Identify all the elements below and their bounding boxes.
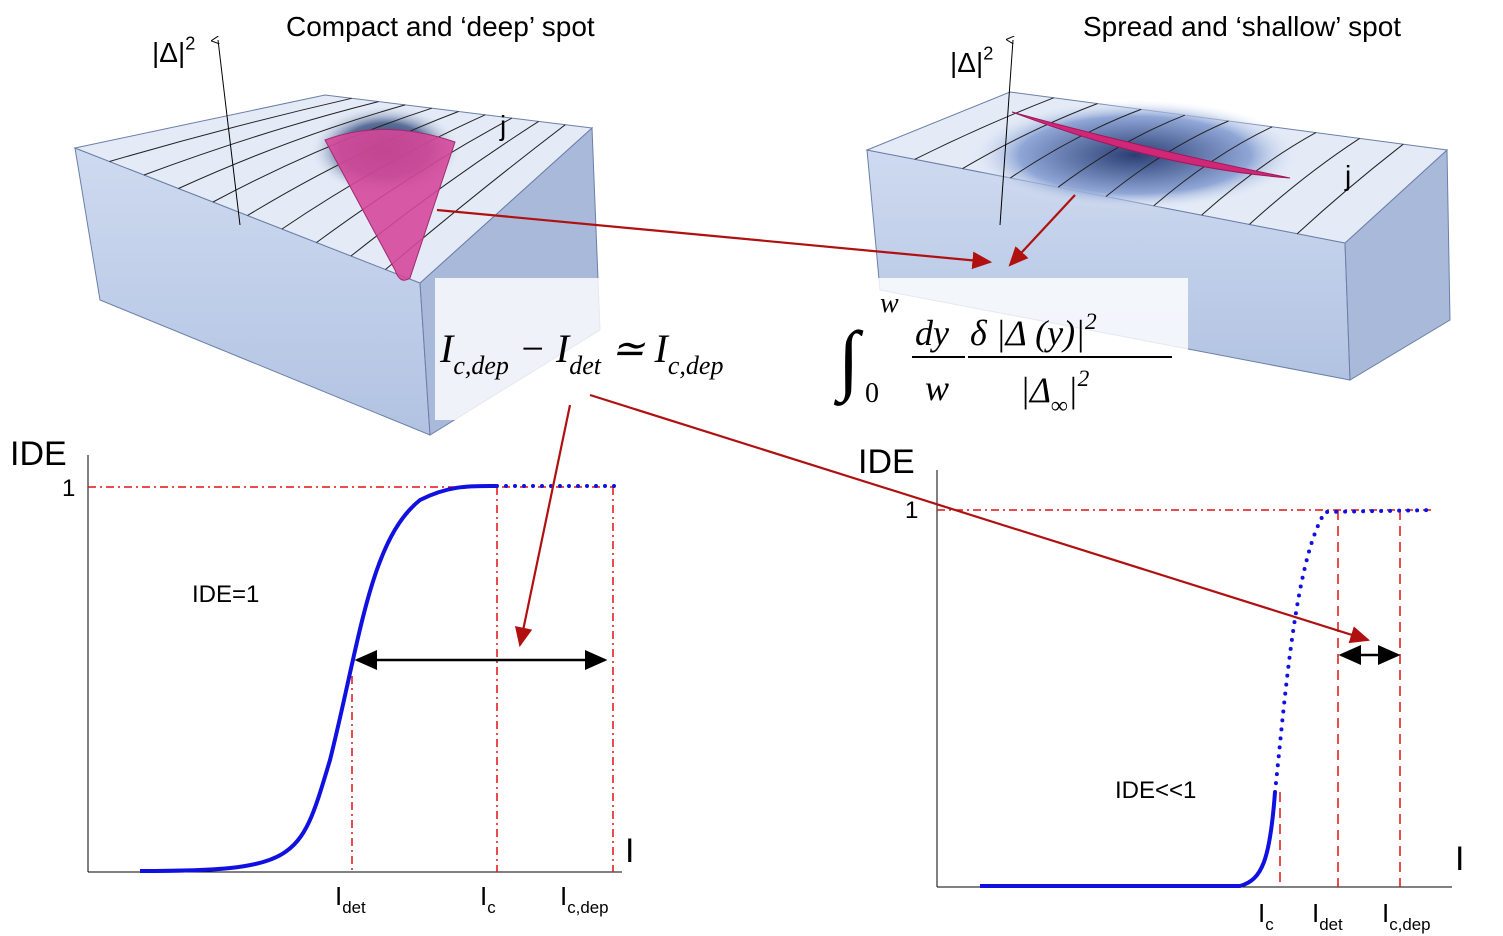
supscript: 2 xyxy=(185,33,195,53)
supscript: 2 xyxy=(1078,366,1090,392)
text-part: |Δ| xyxy=(152,37,185,68)
fraction-numerator: dy xyxy=(915,313,949,353)
subscript: det xyxy=(569,351,602,380)
y-tick-label: 1 xyxy=(62,475,75,502)
text-part: I xyxy=(560,881,567,911)
x-marker-label: Ic xyxy=(480,881,496,917)
pointer-arrow xyxy=(520,405,570,645)
axis-label: |Δ|2 xyxy=(950,43,993,78)
text-part: I xyxy=(335,881,342,911)
text-part: | xyxy=(1068,370,1078,410)
text-part: w xyxy=(880,288,899,319)
subscript: ∞ xyxy=(1051,393,1068,419)
annotation: IDE=1 xyxy=(192,581,259,608)
y-tick-label: 1 xyxy=(905,497,918,524)
figure: Compact and ‘deep’ spot Spread and ‘shall… xyxy=(0,0,1503,936)
current-label: j xyxy=(499,110,506,141)
x-marker-label: Idet xyxy=(335,881,366,917)
text-part: IDE<<1 xyxy=(1115,777,1196,804)
text-part: I xyxy=(480,881,487,911)
x-label: I xyxy=(1455,840,1464,878)
ide-curve xyxy=(140,486,497,871)
text-part: δ |Δ (y)| xyxy=(970,313,1085,353)
text-part: IDE xyxy=(10,435,67,473)
fraction-denominator: w xyxy=(925,368,949,408)
text-part: |Δ| xyxy=(950,47,983,78)
text-part: Spread and ‘shallow’ spot xyxy=(1083,11,1401,42)
text-part: I xyxy=(1455,840,1464,878)
axis-label: |Δ|2 xyxy=(152,33,195,68)
x-marker-label: Ic xyxy=(1258,898,1274,934)
subscript: c xyxy=(487,898,495,917)
text-part: I xyxy=(1382,898,1389,928)
y-label: IDE xyxy=(858,443,915,481)
depression xyxy=(970,100,1300,210)
subscript: det xyxy=(1319,915,1343,934)
subscript: c,dep xyxy=(1389,915,1430,934)
pointer-arrow xyxy=(590,395,1368,640)
x-marker-label: Idet xyxy=(1312,898,1343,934)
text-part: dy xyxy=(915,313,949,353)
ide-curve xyxy=(980,792,1275,886)
text-part: j xyxy=(499,110,506,141)
text-part: 0 xyxy=(865,378,879,409)
text-part: I xyxy=(625,832,634,870)
annotation: IDE<<1 xyxy=(1115,777,1196,804)
supscript: 2 xyxy=(983,43,993,63)
text-part: I xyxy=(1258,898,1265,928)
text-part: IDE=1 xyxy=(192,581,259,608)
integral-sign: ∫ xyxy=(833,315,864,406)
fraction-numerator: δ |Δ (y)|2 xyxy=(970,309,1097,353)
x-marker-label: Ic,dep xyxy=(560,881,609,917)
text-part: Compact and ‘deep’ spot xyxy=(286,11,595,42)
text-part: |Δ xyxy=(1020,370,1051,410)
y-label: IDE xyxy=(10,435,67,473)
x-marker-label: Ic,dep xyxy=(1382,898,1431,934)
text-part: 1 xyxy=(905,497,918,524)
text-part: 1 xyxy=(62,475,75,502)
subscript: det xyxy=(342,898,366,917)
current-label: j xyxy=(1344,160,1351,191)
ide-curve-dotted xyxy=(1275,510,1435,792)
panel-title: Spread and ‘shallow’ spot xyxy=(1083,11,1401,42)
text-part: I xyxy=(1312,898,1319,928)
subscript: c,dep xyxy=(567,898,608,917)
panel-title: Compact and ‘deep’ spot xyxy=(286,11,595,42)
integral-lower: 0 xyxy=(865,378,879,409)
text-part: − xyxy=(509,326,556,371)
text-part: ∫ xyxy=(833,315,864,406)
text-part: IDE xyxy=(858,443,915,481)
integral-upper: w xyxy=(880,288,899,319)
subscript: c,dep xyxy=(668,351,724,380)
text-part: ≃ xyxy=(601,326,655,371)
text-part: j xyxy=(1344,160,1351,191)
x-label: I xyxy=(625,832,634,870)
text-part: w xyxy=(925,368,949,408)
subscript: c xyxy=(1265,915,1273,934)
subscript: c,dep xyxy=(453,351,509,380)
supscript: 2 xyxy=(1085,309,1097,335)
